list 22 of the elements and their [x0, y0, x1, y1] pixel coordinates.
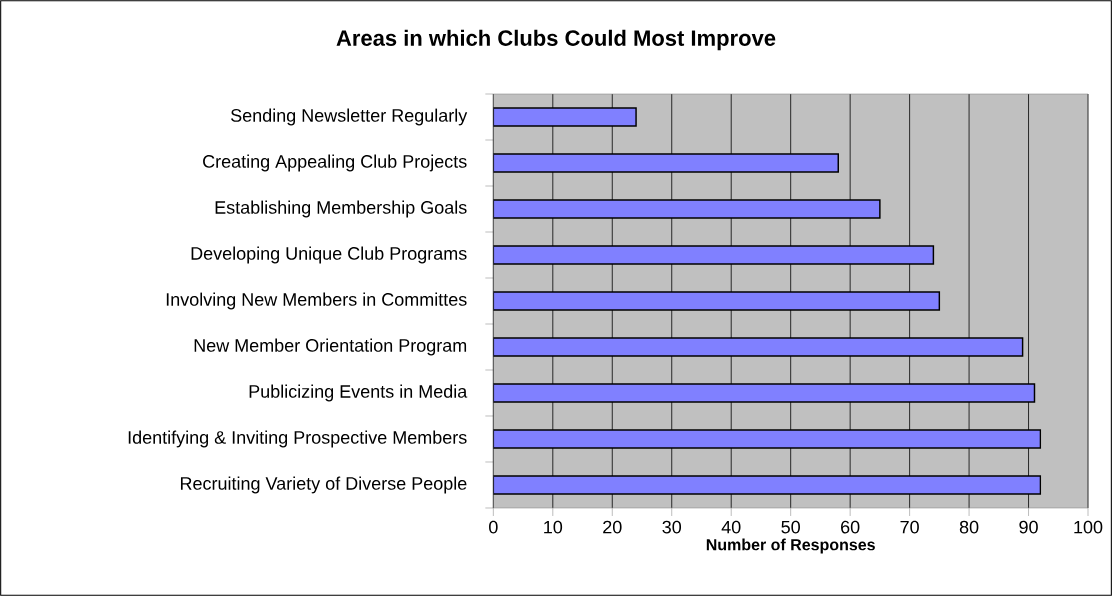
y-tick-label: Identifying & Inviting Prospective Members	[128, 430, 467, 448]
x-tick-label: 70	[900, 520, 919, 534]
y-tick-label: Publicizing Events in Media	[249, 384, 468, 402]
x-axis-title: Number of Responses	[706, 538, 875, 554]
x-tick-label: 60	[841, 520, 860, 534]
x-tick-label: 50	[781, 520, 800, 534]
y-tick-label: Involving New Members in Committes	[166, 292, 467, 310]
x-tick-label: 10	[544, 520, 563, 534]
chart-title: Areas in which Clubs Could Most Improve	[336, 29, 776, 51]
y-tick-label: Sending Newsletter Regularly	[230, 108, 468, 126]
y-tick-label: New Member Orientation Program	[194, 338, 467, 356]
y-tick-label: Establishing Membership Goals	[215, 200, 467, 218]
y-tick-label: Developing Unique Club Programs	[191, 246, 467, 264]
x-tick-label: 90	[1019, 520, 1038, 534]
x-tick-label: 30	[662, 520, 682, 534]
x-tick-label: 100	[1074, 520, 1103, 534]
y-tick-label: Creating Appealing Club Projects	[203, 154, 467, 172]
x-tick-label: 0	[489, 520, 498, 534]
y-tick-label: Recruiting Variety of Diverse People	[180, 476, 467, 494]
x-tick-label: 40	[721, 520, 741, 534]
x-tick-label: 80	[959, 520, 979, 534]
x-tick-label: 20	[603, 520, 622, 534]
